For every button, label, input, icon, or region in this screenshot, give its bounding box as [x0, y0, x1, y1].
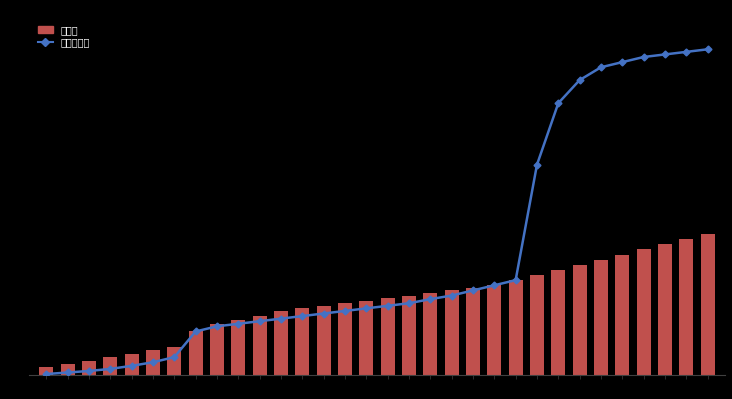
Bar: [146, 350, 160, 375]
Bar: [679, 239, 693, 375]
Bar: [402, 296, 416, 375]
Bar: [701, 234, 714, 375]
Bar: [103, 357, 117, 375]
Bar: [551, 270, 565, 375]
Bar: [168, 347, 182, 375]
Bar: [189, 332, 203, 375]
Bar: [423, 293, 437, 375]
Bar: [594, 260, 608, 375]
Bar: [338, 303, 352, 375]
Bar: [210, 324, 224, 375]
Bar: [530, 275, 544, 375]
Bar: [317, 306, 331, 375]
Bar: [616, 255, 630, 375]
Bar: [82, 361, 96, 375]
Bar: [637, 249, 651, 375]
Bar: [274, 311, 288, 375]
Bar: [466, 288, 480, 375]
Legend: 認定量, 運転開始量: 認定量, 運転開始量: [34, 21, 94, 51]
Bar: [296, 308, 309, 375]
Bar: [488, 285, 501, 375]
Bar: [658, 244, 672, 375]
Bar: [359, 301, 373, 375]
Bar: [445, 290, 458, 375]
Bar: [231, 320, 245, 375]
Bar: [509, 280, 523, 375]
Bar: [61, 364, 75, 375]
Bar: [253, 316, 266, 375]
Bar: [124, 354, 138, 375]
Bar: [381, 298, 395, 375]
Bar: [40, 367, 53, 375]
Bar: [572, 265, 586, 375]
